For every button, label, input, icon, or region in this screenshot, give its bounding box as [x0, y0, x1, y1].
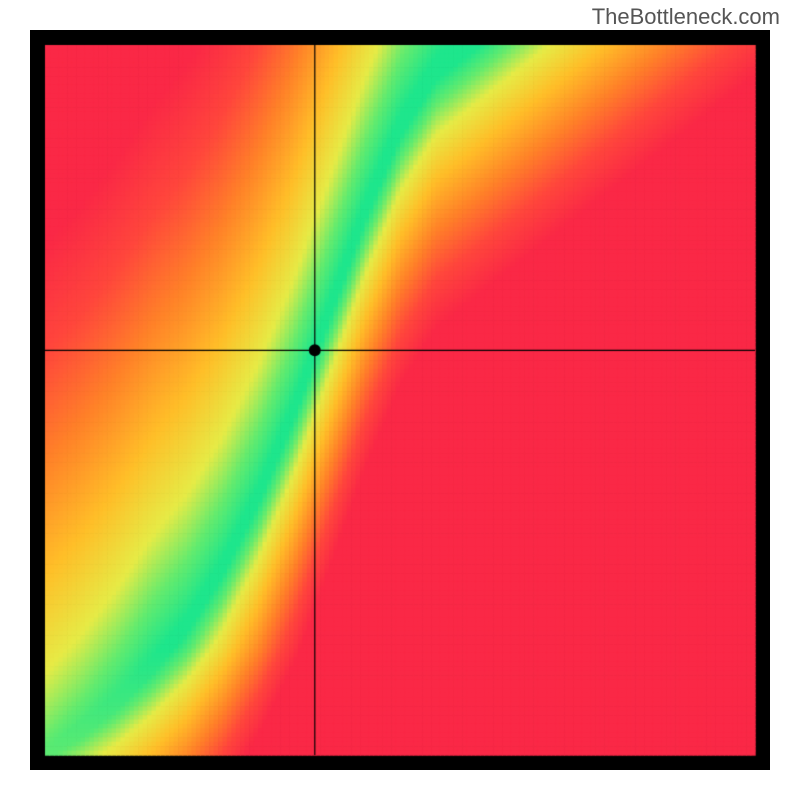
chart-container: TheBottleneck.com: [0, 0, 800, 800]
watermark-text: TheBottleneck.com: [592, 4, 780, 30]
plot-area: [30, 30, 770, 770]
heatmap-canvas: [30, 30, 770, 770]
